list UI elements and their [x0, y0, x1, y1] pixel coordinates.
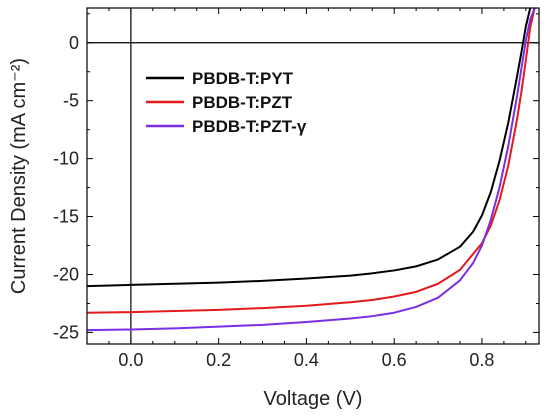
y-tick-label: -15	[53, 207, 79, 227]
series-line-2	[87, 8, 536, 314]
legend: PBDB-T:PYT PBDB-T:PZT PBDB-T:PZT-γ	[146, 69, 307, 136]
x-axis-title: Voltage (V)	[264, 388, 363, 410]
y-tick-label: -25	[53, 322, 79, 342]
y-tick-label: -10	[53, 149, 79, 169]
x-tick-label: 0.6	[382, 350, 407, 370]
x-tick-label: 0.8	[469, 350, 494, 370]
series-layer	[87, 8, 536, 332]
plot-area	[87, 8, 539, 344]
x-tick-label: 0.2	[206, 350, 231, 370]
legend-label-3: PBDB-T:PZT-γ	[192, 117, 307, 136]
legend-label-1: PBDB-T:PYT	[192, 69, 294, 88]
legend-label-2: PBDB-T:PZT	[192, 93, 293, 112]
series-line-3	[87, 8, 536, 332]
y-tick-label: -5	[63, 91, 79, 111]
ticks-layer: 0.0 0.2 0.4 0.6 0.8 0 -5 -10 -15 -20 -25	[53, 8, 539, 370]
y-axis-title: Current Density (mA cm⁻²)	[8, 58, 30, 294]
y-tick-label: -20	[53, 264, 79, 284]
y-tick-label: 0	[69, 33, 79, 53]
reference-lines	[87, 8, 539, 344]
x-tick-label: 0.4	[294, 350, 319, 370]
plot-frame	[86, 7, 540, 345]
x-tick-label: 0.0	[118, 350, 143, 370]
series-line-1	[87, 8, 532, 288]
